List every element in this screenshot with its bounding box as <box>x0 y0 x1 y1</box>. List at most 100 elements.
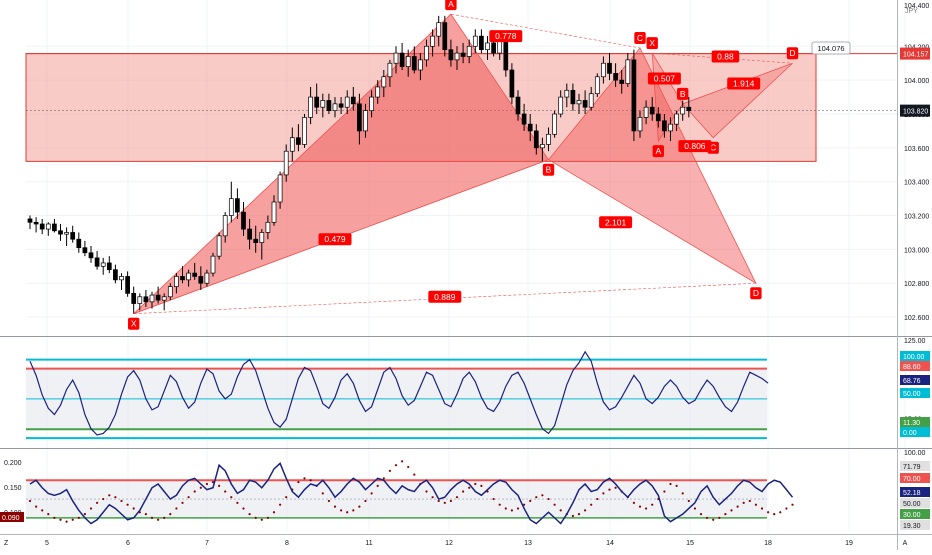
candle-body <box>418 59 423 71</box>
osc2-left-tick: 0.200 <box>4 460 22 467</box>
candle-body <box>375 86 381 98</box>
candle-body <box>155 294 161 301</box>
candle-body <box>430 35 435 47</box>
osc2-dot <box>779 511 782 514</box>
price-tick: 103.600 <box>904 146 929 153</box>
axes[interactable]: 104.400104.200104.000103.800103.600103.4… <box>0 3 930 547</box>
candle-body <box>521 113 527 125</box>
osc2-dot <box>205 482 208 486</box>
osc2-dot <box>669 482 672 486</box>
candle-body <box>558 96 564 115</box>
candle-body <box>655 113 661 122</box>
pattern-point-label: A <box>448 0 454 9</box>
candle-body <box>643 106 649 118</box>
osc2-dot <box>760 507 764 510</box>
osc2-dot <box>577 513 581 516</box>
candle-body <box>515 96 521 115</box>
osc2-dot <box>59 518 62 521</box>
osc2-dot <box>413 473 416 476</box>
pattern-point-label-bg <box>542 163 555 176</box>
oscillator-2 <box>26 460 794 525</box>
candle-body <box>509 69 515 98</box>
osc2-dot <box>773 513 776 516</box>
candle-body <box>363 110 368 132</box>
osc2-dot <box>553 503 556 506</box>
osc2-dot <box>663 490 666 493</box>
osc2-dot <box>712 518 715 521</box>
osc2-dot <box>321 492 324 495</box>
candle-body <box>277 174 283 203</box>
osc2-dot <box>498 503 501 506</box>
candle-body <box>131 293 137 304</box>
osc2-dot <box>718 516 721 519</box>
osc2-dot <box>333 505 337 508</box>
osc2-dot <box>425 490 428 493</box>
time-tick: 8 <box>285 540 289 547</box>
osc2-dot <box>96 501 99 504</box>
ratio-label-bg <box>678 140 712 153</box>
osc2-dot <box>455 496 459 499</box>
osc1-tag-bg <box>900 427 930 437</box>
pattern2-point-label-bg <box>646 37 658 50</box>
osc2-dot <box>724 513 727 516</box>
osc2-tick: 100.00 <box>904 450 926 457</box>
candle-body <box>302 117 307 145</box>
price-callout-box <box>811 41 851 55</box>
candle-body <box>503 39 509 71</box>
price-tick: 102.600 <box>904 315 929 322</box>
osc2-dot <box>260 518 263 521</box>
candle-body <box>64 232 69 235</box>
osc2-dot <box>394 464 398 467</box>
osc2-dot <box>529 499 532 503</box>
candle-body <box>466 45 472 57</box>
osc2-dot <box>632 501 636 504</box>
pattern2-point-label-bg <box>786 47 799 60</box>
osc2-dot <box>541 494 544 497</box>
candle-body <box>326 100 332 111</box>
osc1-tag: 50.00 <box>903 391 921 398</box>
candle-body <box>405 56 411 67</box>
candle-body <box>149 294 155 303</box>
osc2-dot <box>730 509 733 512</box>
osc2-dot <box>181 501 184 504</box>
candle-body <box>76 238 82 249</box>
candle-body <box>143 296 149 303</box>
candle-body <box>350 96 356 105</box>
osc2-dot <box>443 501 446 504</box>
pattern2-point-label: D <box>789 48 795 58</box>
osc2-dot <box>327 499 330 503</box>
osc2-dot <box>102 497 105 501</box>
osc2-dot <box>407 465 410 469</box>
osc2-dot <box>748 499 751 503</box>
osc2-dot <box>157 518 160 521</box>
candle-body <box>369 96 374 111</box>
candle-body <box>357 103 362 132</box>
osc2-dot <box>65 520 68 523</box>
osc2-dot <box>248 513 251 516</box>
osc2-dot <box>480 484 483 487</box>
candle-body <box>174 276 179 287</box>
candle-body <box>82 247 88 254</box>
osc2-tag: 71.79 <box>903 464 921 471</box>
candle-body <box>332 103 338 111</box>
osc2-dot <box>218 484 221 487</box>
candle-body <box>192 272 198 277</box>
osc2-dot <box>187 496 190 499</box>
candle-body <box>180 276 185 281</box>
osc2-dot <box>285 496 288 499</box>
time-tick: 18 <box>764 540 772 547</box>
osc2-tag-bg <box>900 473 930 483</box>
ratio-label-bg <box>711 50 740 63</box>
candle-body <box>564 89 570 98</box>
osc2-dot <box>150 516 154 519</box>
pattern-point-label-bg <box>445 0 457 11</box>
osc2-dot <box>602 492 605 495</box>
osc1-tag: 0.00 <box>903 430 917 437</box>
osc2-dot <box>193 490 196 493</box>
ratio-label-bg <box>428 290 462 303</box>
osc2-dot <box>706 516 709 519</box>
candle-body <box>613 73 618 81</box>
ratio-label-bg <box>727 77 761 90</box>
pattern-triangle-bcd <box>547 47 757 285</box>
pattern-ac-line <box>450 13 641 49</box>
